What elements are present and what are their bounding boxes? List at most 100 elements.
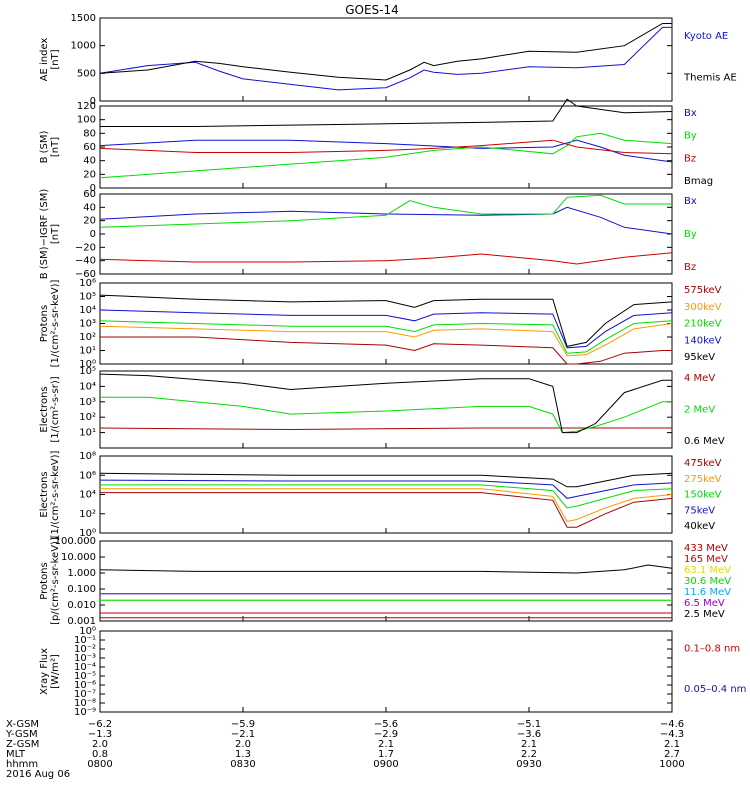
legend-entry: 275keV bbox=[684, 474, 722, 485]
series-line-140keV bbox=[99, 309, 673, 349]
legend-entry: 210keV bbox=[684, 319, 722, 330]
panel-frame bbox=[99, 370, 673, 449]
y-axis-label-line: [nT] bbox=[50, 224, 61, 244]
y-axis-label-line: [1/(cm²-s-sr-keV)] bbox=[50, 451, 61, 539]
y-axis-label-line: B (SM)−IGRF (SM) bbox=[39, 189, 50, 280]
axis-table-value: 1000 bbox=[659, 759, 684, 770]
y-axis-label-line: Electrons bbox=[39, 471, 50, 517]
y-tick-label: 0.001 bbox=[67, 616, 96, 627]
y-tick-label: 80 bbox=[83, 128, 96, 139]
axis-table-value: −5.1 bbox=[517, 719, 541, 730]
legend-entry: Bz bbox=[684, 262, 696, 273]
y-axis-label: Xray Flux[W/m²] bbox=[39, 648, 61, 695]
legend-entry: 165 MeV bbox=[684, 554, 728, 565]
y-tick-label: 40 bbox=[83, 156, 96, 167]
axis-table-value: 2.0 bbox=[92, 739, 108, 750]
y-tick-label: 10⁻⁷ bbox=[74, 689, 96, 700]
y-axis-label-line: Protons bbox=[39, 305, 50, 342]
y-axis-label-line: [nT] bbox=[50, 137, 61, 157]
y-axis-label: Electrons[1/(cm²-s-sr)] bbox=[39, 376, 61, 442]
series-line-2-5-MeV bbox=[99, 564, 673, 574]
y-axis-label-line: [W/m²] bbox=[50, 654, 61, 689]
y-tick-label: 500 bbox=[77, 68, 96, 79]
panel-frame bbox=[99, 105, 673, 189]
y-tick-label: 10⁰ bbox=[79, 626, 96, 637]
axis-table-value: 0800 bbox=[87, 759, 112, 770]
y-axis-label: B (SM)−IGRF (SM)[nT] bbox=[39, 189, 61, 280]
y-tick-label: 10⁵ bbox=[79, 292, 96, 303]
series-line-Bx bbox=[99, 206, 673, 235]
legend-entry: 95keV bbox=[684, 352, 715, 363]
legend-entry: 11.6 MeV bbox=[684, 587, 731, 598]
y-tick-label: 10² bbox=[79, 332, 96, 343]
y-tick-label: 1500 bbox=[71, 13, 96, 24]
y-tick-label: 0.100 bbox=[67, 584, 96, 595]
y-axis-label-line: B (SM) bbox=[39, 130, 50, 163]
legend-entry: 6.5 MeV bbox=[684, 598, 725, 609]
series-line-Kyoto-AE bbox=[99, 26, 672, 91]
legend-entry: Bz bbox=[684, 153, 696, 164]
y-tick-label: 60 bbox=[83, 189, 96, 200]
panel-ae: 0 500 1000 1500 AE index[nT] Kyoto AE Themis A… bbox=[39, 13, 737, 107]
legend-entry: 575keV bbox=[684, 285, 722, 296]
y-tick-label: 10⁶ bbox=[79, 470, 96, 481]
y-tick-label: 100.000 bbox=[55, 536, 96, 547]
y-tick-label: 10⁻¹ bbox=[74, 635, 96, 646]
legend-entry: 300keV bbox=[684, 302, 722, 313]
axis-table-value: −5.9 bbox=[231, 719, 255, 730]
y-tick-label: 40 bbox=[83, 202, 96, 213]
y-tick-label: 20 bbox=[83, 169, 96, 180]
legend-entry: 30.6 MeV bbox=[684, 576, 731, 587]
legend-entry: 63.1 MeV bbox=[684, 565, 731, 576]
y-tick-label: 10⁴ bbox=[79, 381, 96, 392]
panel-frame bbox=[99, 17, 673, 102]
y-axis-label-line: [nT] bbox=[50, 49, 61, 69]
series-line-4-MeV bbox=[99, 427, 672, 431]
y-axis-label: Protons[p/(cm²-s-sr-keV)] bbox=[39, 537, 61, 625]
y-tick-label: 10⁸ bbox=[79, 451, 96, 462]
panel-electrons2: 10⁰ 10² 10⁴ 10⁶ 10⁸ Electrons[1/(cm²-s-sr-keV… bbox=[39, 451, 722, 539]
y-tick-label: 10⁻⁸ bbox=[74, 698, 96, 709]
y-axis-label-line: AE index bbox=[39, 38, 50, 82]
legend-entry: 75keV bbox=[684, 505, 715, 516]
legend-entry: 433 MeV bbox=[684, 543, 728, 554]
axis-table-value: 2.7 bbox=[664, 749, 680, 760]
y-tick-label: 10² bbox=[79, 509, 96, 520]
axis-table-value: −1.3 bbox=[88, 729, 112, 740]
axis-table-value: 0900 bbox=[373, 759, 398, 770]
y-axis-label: Protons[1/(cm²-s-sr-keV)] bbox=[39, 280, 61, 368]
y-axis-label-line: Electrons bbox=[39, 386, 50, 432]
axis-table-value: −6.2 bbox=[88, 719, 112, 730]
series-line-By bbox=[99, 132, 673, 179]
axis-table-value: −4.6 bbox=[660, 719, 684, 730]
legend-entry: 150keV bbox=[684, 490, 722, 501]
series-line-75keV bbox=[99, 479, 673, 499]
axis-table-value: 0.8 bbox=[92, 749, 108, 760]
axis-table-value: −4.3 bbox=[660, 729, 684, 740]
axis-table-value: 1.7 bbox=[378, 749, 394, 760]
legend-entry: Bx bbox=[684, 196, 697, 207]
y-axis-label: AE index[nT] bbox=[39, 38, 61, 82]
y-tick-label: 10⁴ bbox=[79, 490, 96, 501]
legend-entry: By bbox=[684, 131, 697, 142]
axis-table-value: 2.1 bbox=[521, 739, 537, 750]
axis-table-row-label: Y-GSM bbox=[5, 729, 38, 740]
series-line-150keV bbox=[100, 484, 673, 509]
y-tick-label: 10⁰ bbox=[79, 528, 96, 539]
legend-entry: Bx bbox=[684, 108, 697, 119]
legend-entry: 40keV bbox=[684, 521, 715, 532]
y-tick-label: 10⁻⁶ bbox=[74, 680, 96, 691]
y-tick-label: 10¹ bbox=[79, 428, 96, 439]
series-line-95keV bbox=[99, 294, 673, 347]
y-tick-label: 10⁰ bbox=[79, 359, 96, 370]
y-tick-label: 1.000 bbox=[67, 568, 96, 579]
y-tick-label: 10⁻⁵ bbox=[74, 671, 96, 682]
axis-table-row-label: X-GSM bbox=[6, 719, 39, 730]
y-tick-label: 0 bbox=[90, 229, 96, 240]
series-line-40keV bbox=[99, 472, 673, 488]
panel-bsm: 0 20 40 60 80 100 120 B (SM)[nT] Bx By Bz Bmag bbox=[39, 98, 713, 194]
panel-frame bbox=[99, 630, 673, 713]
y-tick-label: 10³ bbox=[79, 397, 96, 408]
